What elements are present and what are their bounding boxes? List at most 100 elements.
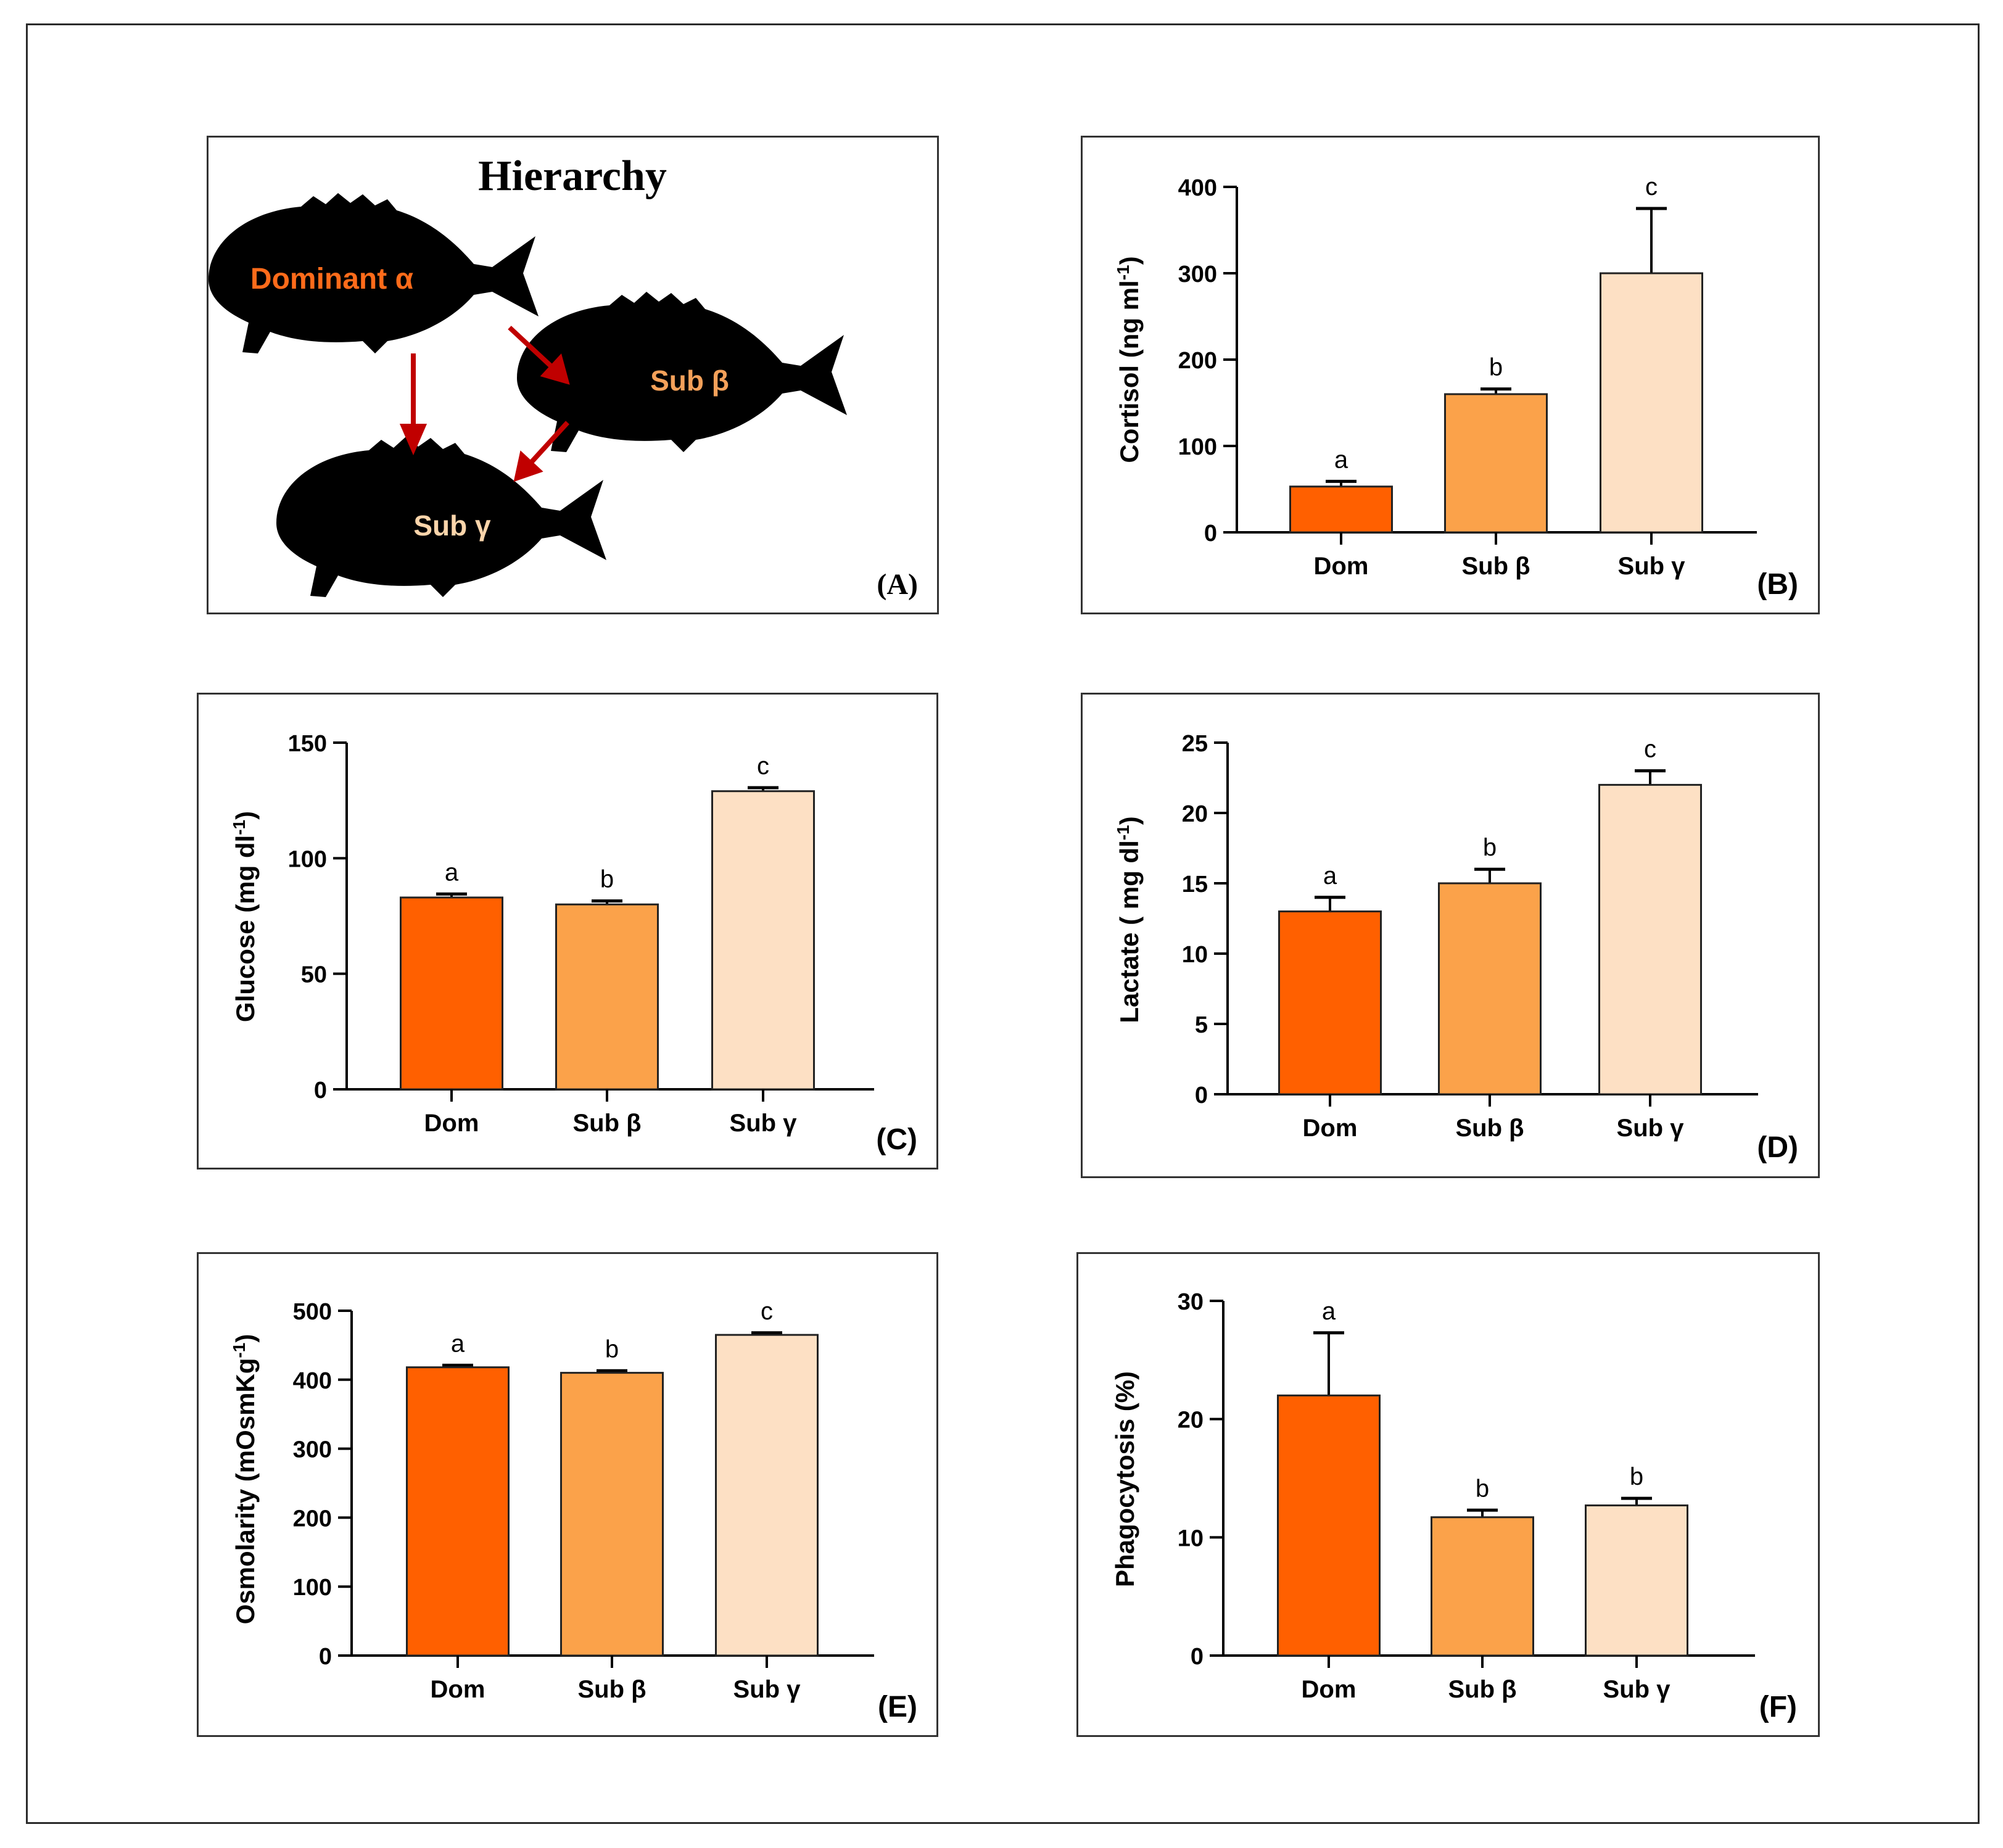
phagocytosis-chart: 0 10 20 30 Phagocytosis (%) a Dom b Sub β b Sub γ (…	[1110, 1289, 1797, 1723]
y-tick-label: 150	[288, 731, 327, 757]
x-tick-label: Sub γ	[1618, 553, 1686, 580]
panel-b-cortisol: 0 100 200 300 400 Cortisol (ng ml-1) a Dom b Sub …	[1081, 136, 1820, 614]
panel-d-lactate: 0 5 10 15 20 25 Lactate ( mg dl-1) a Dom b Sub β c S…	[1081, 693, 1820, 1178]
significance-letter: c	[1644, 736, 1656, 763]
bar-dom	[400, 896, 503, 1091]
y-tick-label: 0	[1195, 1083, 1208, 1108]
x-tick-label: Dom	[1314, 553, 1369, 580]
significance-letter: b	[605, 1335, 619, 1363]
significance-letter: b	[600, 866, 614, 893]
panel-label: (E)	[878, 1691, 917, 1723]
figure-frame	[26, 23, 1980, 1824]
panel-f-phagocytosis: 0 10 20 30 Phagocytosis (%) a Dom b Sub β b Sub γ (…	[1076, 1252, 1820, 1737]
y-tick-label: 0	[1204, 521, 1217, 547]
y-tick-label: 30	[1178, 1289, 1204, 1315]
panel-label: (F)	[1759, 1691, 1797, 1723]
arrow-dominant-to-gamma	[399, 353, 427, 456]
y-tick-label: 200	[1178, 348, 1217, 374]
bar-sub-β	[1444, 393, 1548, 534]
y-tick-label: 100	[1178, 434, 1217, 460]
y-axis-label: Cortisol (ng ml-1)	[1113, 256, 1144, 463]
cortisol-chart: 0 100 200 300 400 Cortisol (ng ml-1) a Dom b Sub …	[1113, 173, 1799, 601]
bar-dom	[1278, 910, 1382, 1095]
x-tick-label: Dom	[1302, 1676, 1357, 1703]
y-axis-label: Lactate ( mg dl-1)	[1113, 816, 1144, 1023]
y-tick-label: 300	[293, 1437, 332, 1463]
y-tick-label: 15	[1182, 872, 1208, 897]
significance-letter: b	[1489, 354, 1503, 381]
significance-letter: a	[1322, 1298, 1336, 1325]
y-axis-label: Glucose (mg dl-1)	[229, 811, 260, 1022]
x-tick-label: Sub β	[1461, 553, 1530, 580]
x-tick-label: Sub γ	[1603, 1676, 1671, 1703]
y-tick-label: 200	[293, 1506, 332, 1532]
y-tick-label: 50	[301, 962, 327, 988]
y-tick-label: 300	[1178, 262, 1217, 287]
panel-a-hierarchy: Hierarchy Dominant α Sub β Sub γ	[207, 136, 939, 614]
significance-letter: b	[1630, 1463, 1643, 1490]
y-tick-label: 5	[1195, 1012, 1208, 1038]
y-tick-label: 10	[1178, 1525, 1204, 1551]
glucose-chart: 0 50 100 150 Glucose (mg dl-1) a Dom b Sub β c Sub…	[229, 731, 918, 1156]
significance-letter: c	[1645, 173, 1658, 200]
y-tick-label: 500	[293, 1299, 332, 1325]
panel-label-a: (A)	[877, 568, 918, 601]
y-tick-label: 0	[319, 1644, 332, 1670]
bar-dom	[1277, 1394, 1381, 1657]
arrow-beta-to-gamma	[513, 421, 569, 482]
bar-sub-γ	[715, 1334, 819, 1657]
y-axis-label: Osmolarity (mOsmKg-1)	[229, 1334, 260, 1625]
bar-sub-γ	[1600, 272, 1703, 534]
arrow-dominant-to-beta	[508, 326, 570, 385]
y-tick-label: 100	[288, 846, 327, 872]
x-tick-label: Dom	[424, 1110, 479, 1137]
bar-sub-γ	[1598, 783, 1702, 1095]
y-tick-label: 0	[1191, 1644, 1204, 1670]
x-tick-label: Sub γ	[733, 1676, 801, 1703]
dominant-alpha-label: Dominant α	[250, 263, 414, 295]
sub-beta-label: Sub β	[650, 365, 729, 397]
bar-dom	[1289, 485, 1393, 534]
bar-dom	[406, 1366, 510, 1657]
significance-letter: a	[445, 859, 459, 886]
lactate-chart: 0 5 10 15 20 25 Lactate ( mg dl-1) a Dom b Sub β c S…	[1113, 731, 1799, 1164]
significance-letter: a	[451, 1330, 465, 1357]
significance-letter: c	[761, 1298, 773, 1325]
x-tick-label: Sub γ	[1617, 1115, 1685, 1142]
significance-letter: b	[1476, 1475, 1489, 1502]
hierarchy-diagram: Hierarchy Dominant α Sub β Sub γ	[209, 152, 918, 601]
y-tick-label: 100	[293, 1575, 332, 1601]
x-tick-label: Sub β	[572, 1110, 641, 1137]
y-tick-label: 400	[293, 1368, 332, 1394]
x-tick-label: Sub γ	[730, 1110, 798, 1137]
y-tick-label: 0	[314, 1078, 327, 1103]
y-tick-label: 20	[1178, 1408, 1204, 1433]
osmolarity-chart: 0 100 200 300 400 500 Osmolarity (mOsmKg-1) a Do…	[229, 1298, 918, 1723]
panel-label: (B)	[1757, 568, 1798, 601]
y-tick-label: 10	[1182, 942, 1208, 968]
hierarchy-title: Hierarchy	[478, 152, 667, 200]
bar-sub-β	[1438, 882, 1542, 1095]
x-tick-label: Sub β	[1448, 1676, 1516, 1703]
panel-c-glucose: 0 50 100 150 Glucose (mg dl-1) a Dom b Sub β c Sub…	[197, 693, 938, 1169]
bar-sub-γ	[711, 790, 815, 1091]
significance-letter: a	[1334, 446, 1348, 473]
x-tick-label: Sub β	[577, 1676, 646, 1703]
y-axis-label: Phagocytosis (%)	[1110, 1371, 1139, 1587]
panel-e-osmolarity: 0 100 200 300 400 500 Osmolarity (mOsmKg-1) a Do…	[197, 1252, 938, 1737]
y-tick-label: 400	[1178, 175, 1217, 201]
panel-label: (D)	[1757, 1131, 1798, 1164]
bar-sub-β	[555, 903, 659, 1091]
y-tick-label: 20	[1182, 801, 1208, 827]
x-tick-label: Dom	[431, 1676, 485, 1703]
sub-gamma-label: Sub γ	[413, 509, 491, 542]
panel-label: (C)	[876, 1123, 917, 1156]
y-tick-label: 25	[1182, 731, 1208, 757]
bar-sub-β	[1431, 1516, 1534, 1657]
x-tick-label: Dom	[1303, 1115, 1358, 1142]
significance-letter: a	[1323, 862, 1337, 889]
bar-sub-β	[560, 1372, 664, 1657]
significance-letter: c	[757, 753, 769, 780]
significance-letter: b	[1483, 834, 1497, 861]
bar-sub-γ	[1585, 1504, 1688, 1657]
